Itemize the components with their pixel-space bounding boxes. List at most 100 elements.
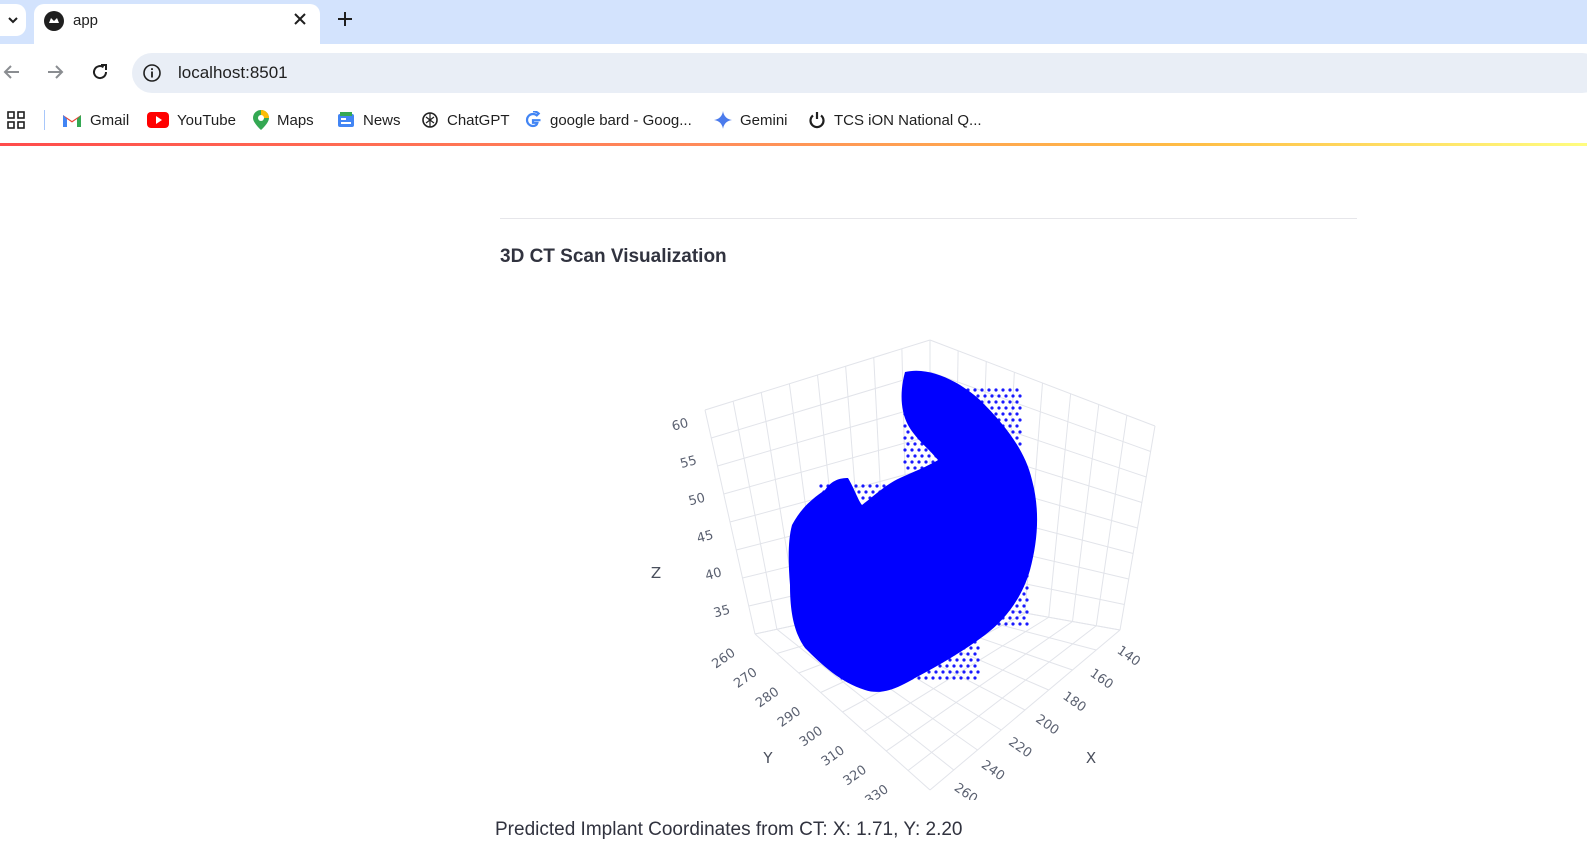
scatter-point (938, 532, 942, 536)
scatter-point (917, 580, 921, 584)
bookmark-news[interactable]: News (337, 109, 401, 131)
scatter-point (983, 562, 987, 566)
scatter-point (983, 406, 987, 410)
scatter-point (864, 526, 868, 530)
scatter-point (840, 484, 844, 488)
scatter-point (976, 658, 980, 662)
scatter-point (927, 526, 931, 530)
scatter-point (931, 388, 935, 392)
scatter-point (924, 664, 928, 668)
scatter-point (871, 574, 875, 578)
scatter-point (906, 550, 910, 554)
scatter-point (871, 514, 875, 518)
scatter-point (913, 418, 917, 422)
scatter-point (847, 676, 851, 680)
scatter-point (843, 502, 847, 506)
scatter-point (857, 646, 861, 650)
scatter-point (997, 610, 1001, 614)
browser-tab[interactable]: app (34, 4, 320, 44)
scatter-point (892, 658, 896, 662)
scatter-point (1004, 526, 1008, 530)
back-button[interactable] (0, 60, 24, 84)
scatter-point (843, 598, 847, 602)
scatter-point (938, 424, 942, 428)
address-bar[interactable]: localhost:8501 (132, 53, 1587, 93)
scatter-point (948, 430, 952, 434)
scatter-point (1001, 460, 1005, 464)
scatter-point (903, 556, 907, 560)
new-tab-button[interactable] (334, 8, 356, 30)
arrow-left-icon (3, 65, 19, 79)
scatter-point (822, 574, 826, 578)
bookmark-gmail[interactable]: Gmail (62, 109, 129, 131)
scatter-point (892, 502, 896, 506)
tab-search-button[interactable] (0, 4, 26, 36)
scatter-point (826, 496, 830, 500)
scatter-point (973, 640, 977, 644)
scatter-point (938, 544, 942, 548)
bookmark-google-bard[interactable]: google bard - Goog... (524, 109, 692, 131)
scatter-point (1001, 604, 1005, 608)
close-tab-icon[interactable] (290, 9, 310, 29)
scatter-point (913, 562, 917, 566)
scatter-point (959, 640, 963, 644)
scatter-point (1025, 502, 1029, 506)
scatter-point (1008, 520, 1012, 524)
bookmark-gemini[interactable]: Gemini (714, 109, 788, 131)
scatter-point (976, 538, 980, 542)
scatter-point (1025, 586, 1029, 590)
scatter-point (980, 520, 984, 524)
bookmark-chatgpt[interactable]: ChatGPT (421, 109, 510, 131)
scatter-point (959, 424, 963, 428)
scatter-point (861, 604, 865, 608)
scatter-point (997, 574, 1001, 578)
scatter-point (941, 622, 945, 626)
bookmark-label: ChatGPT (447, 111, 510, 129)
scatter-point (987, 592, 991, 596)
scatter-point (882, 580, 886, 584)
scatter-point (819, 616, 823, 620)
info-icon[interactable] (142, 63, 162, 83)
plot-canvas[interactable]: 6055504540352602702802903003103203301401… (600, 330, 1200, 809)
scatter-point (980, 532, 984, 536)
scatter-point (945, 568, 949, 572)
scatter-point (1004, 598, 1008, 602)
bookmark-maps[interactable]: Maps (253, 109, 314, 131)
scatter-point (983, 490, 987, 494)
scatter-point (889, 616, 893, 620)
apps-grid-icon[interactable] (6, 110, 26, 130)
scatter-point (990, 598, 994, 602)
scatter-point (854, 652, 858, 656)
scatter-point (829, 514, 833, 518)
scatter-point (1015, 616, 1019, 620)
scatter-point (903, 460, 907, 464)
bookmark-youtube[interactable]: YouTube (147, 109, 236, 131)
scatter-point (1025, 490, 1029, 494)
scatter-point (871, 670, 875, 674)
scatter-point (1018, 586, 1022, 590)
scatter-point (955, 466, 959, 470)
scatter-point (854, 556, 858, 560)
scatter-point (903, 616, 907, 620)
forward-button[interactable] (43, 60, 67, 84)
reload-button[interactable] (88, 60, 112, 84)
scatter-point (966, 484, 970, 488)
ct-scan-3d-plot[interactable]: 60 55 50 45 40 35 260 270 280 290 300 310 320 330 140 1… (600, 330, 1200, 809)
scatter-point (955, 442, 959, 446)
scatter-point (889, 592, 893, 596)
scatter-point (847, 640, 851, 644)
scatter-point (997, 514, 1001, 518)
x-tick-label: 200 (1033, 712, 1062, 739)
bookmark-tcs-ion[interactable]: TCS iON National Q... (808, 109, 982, 131)
scatter-point (1018, 454, 1022, 458)
prediction-text: Predicted Implant Coordinates from CT: X… (495, 819, 963, 840)
gemini-icon (714, 111, 732, 129)
scatter-point (861, 484, 865, 488)
scatter-point (885, 610, 889, 614)
scatter-point (1004, 466, 1008, 470)
scatter-point (966, 664, 970, 668)
scatter-point (952, 580, 956, 584)
scatter-point (962, 430, 966, 434)
scatter-point (1001, 592, 1005, 596)
scatter-point (913, 646, 917, 650)
